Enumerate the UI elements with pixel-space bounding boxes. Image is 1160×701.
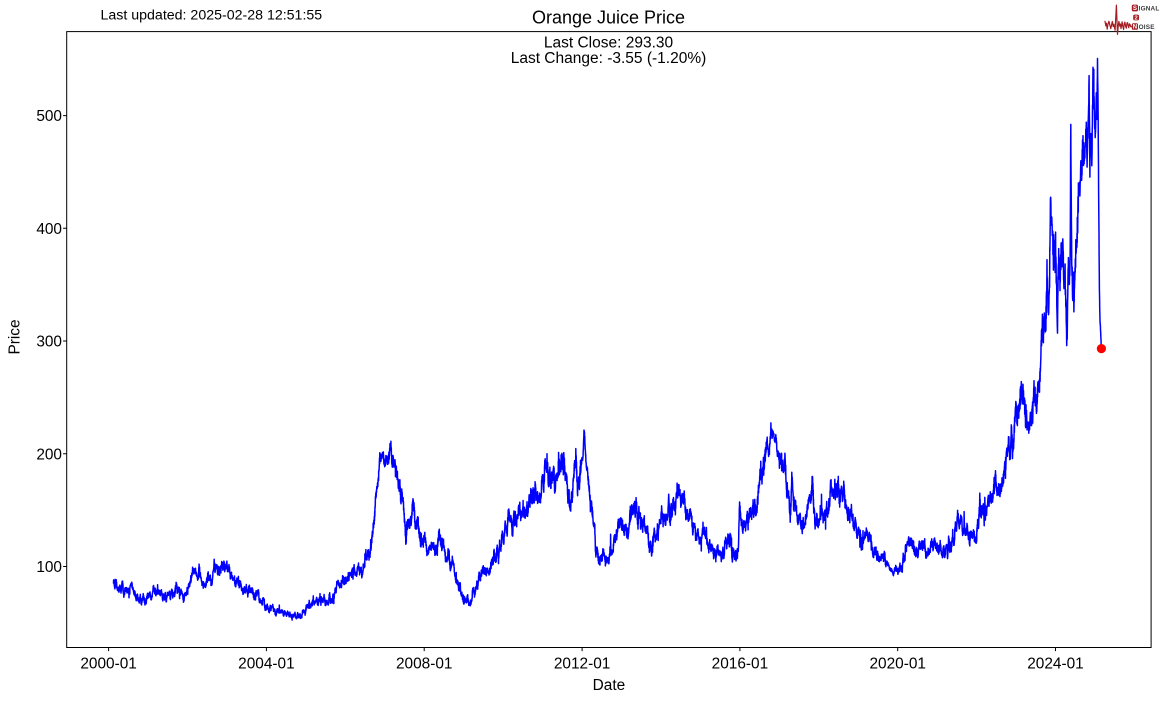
svg-text:N: N xyxy=(1133,24,1138,31)
svg-text:OISE: OISE xyxy=(1139,24,1156,31)
svg-text:Price: Price xyxy=(7,319,24,354)
svg-text:Last Change: -3.55 (-1.20%): Last Change: -3.55 (-1.20%) xyxy=(511,50,707,67)
svg-text:S: S xyxy=(1133,5,1137,12)
svg-text:500: 500 xyxy=(36,108,62,125)
svg-text:2004-01: 2004-01 xyxy=(238,655,294,672)
svg-text:2008-01: 2008-01 xyxy=(396,655,452,672)
svg-text:2012-01: 2012-01 xyxy=(554,655,610,672)
svg-text:100: 100 xyxy=(36,559,62,576)
svg-text:400: 400 xyxy=(36,221,62,238)
svg-text:2016-01: 2016-01 xyxy=(712,655,768,672)
svg-text:300: 300 xyxy=(36,334,62,351)
svg-text:2020-01: 2020-01 xyxy=(869,655,925,672)
svg-text:Last Close: 293.30: Last Close: 293.30 xyxy=(544,35,674,52)
svg-text:IGNAL: IGNAL xyxy=(1139,6,1160,13)
svg-text:2024-01: 2024-01 xyxy=(1027,655,1083,672)
svg-text:2000-01: 2000-01 xyxy=(80,655,136,672)
svg-text:200: 200 xyxy=(36,446,62,463)
svg-text:Date: Date xyxy=(593,677,626,694)
svg-text:Last updated: 2025-02-28 12:51: Last updated: 2025-02-28 12:51:55 xyxy=(101,8,323,24)
svg-text:2: 2 xyxy=(1134,16,1137,22)
svg-text:Orange Juice Price: Orange Juice Price xyxy=(532,7,685,27)
